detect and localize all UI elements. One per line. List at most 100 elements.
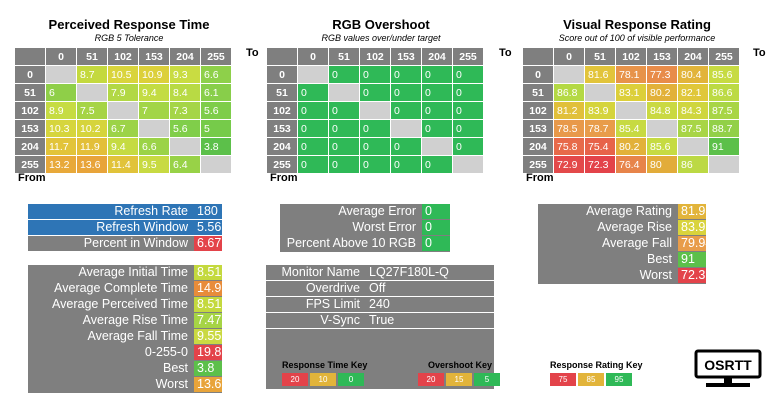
stat-row: Best 3.8 bbox=[28, 361, 222, 376]
row-header: 51 bbox=[522, 83, 554, 102]
stat-label: Average Perceived Time bbox=[28, 297, 194, 312]
stat-row: Average Perceived Time 8.51 bbox=[28, 297, 222, 312]
stat-row: Average Rise 83.92 bbox=[538, 220, 712, 235]
stat-value: 9.55 bbox=[194, 329, 222, 344]
stat-label: Average Complete Time bbox=[28, 281, 194, 296]
grid-cell: 0 bbox=[390, 137, 422, 156]
diagonal-cell bbox=[45, 65, 77, 84]
grid-cell: 0 bbox=[452, 119, 484, 138]
grid-cell: 0 bbox=[359, 83, 391, 102]
column-header: 255 bbox=[452, 47, 484, 66]
stat-row: Average Fall Time 9.55 bbox=[28, 329, 222, 344]
row-header: 0 bbox=[522, 65, 554, 84]
stat-label: Average Rise Time bbox=[28, 313, 194, 328]
grid-cell: 0 bbox=[328, 137, 360, 156]
grid-cell: 13.2 bbox=[45, 155, 77, 174]
grid-cell: 6.1 bbox=[200, 83, 232, 102]
stat-value: 8.51 bbox=[194, 265, 222, 280]
grid-cell: 0 bbox=[328, 119, 360, 138]
diagonal-cell bbox=[677, 137, 709, 156]
key-swatch: 20 bbox=[418, 373, 444, 386]
time-stats: Average Initial Time 8.51 Average Complete… bbox=[28, 265, 228, 393]
overshoot-title: RGB Overshoot bbox=[332, 17, 430, 32]
grid-cell: 8.4 bbox=[169, 83, 201, 102]
column-header: 204 bbox=[421, 47, 453, 66]
grid-cell: 6.7 bbox=[107, 119, 139, 138]
diagonal-cell bbox=[390, 119, 422, 138]
key-swatches: 20 10 0 bbox=[282, 373, 367, 386]
grid-cell: 5.6 bbox=[169, 119, 201, 138]
grid-cell: 81.2 bbox=[553, 101, 585, 120]
grid-cell: 80 bbox=[646, 155, 678, 174]
stat-value: 0 bbox=[422, 204, 450, 219]
row-header: 255 bbox=[266, 155, 298, 174]
logo-base bbox=[706, 383, 750, 387]
stat-label: Average Initial Time bbox=[28, 265, 194, 280]
stat-label: V-Sync bbox=[266, 313, 366, 328]
stat-row: V-Sync True bbox=[266, 313, 494, 328]
grid-cell: 3.8 bbox=[200, 137, 232, 156]
stat-label: Average Rise bbox=[538, 220, 678, 235]
grid-cell: 87.5 bbox=[677, 119, 709, 138]
grid-cell: 0 bbox=[297, 155, 329, 174]
column-header: 153 bbox=[138, 47, 170, 66]
stat-value: 0 bbox=[422, 220, 450, 235]
stat-value: LQ27F180L-Q bbox=[366, 265, 494, 280]
grid-cell: 78.5 bbox=[553, 119, 585, 138]
grid-corner bbox=[522, 47, 554, 66]
stat-value: 13.6 bbox=[194, 377, 222, 392]
grid-cell: 0 bbox=[297, 83, 329, 102]
grid-cell: 87.5 bbox=[708, 101, 740, 120]
grid-cell: 7.3 bbox=[169, 101, 201, 120]
stat-value: 14.92 bbox=[194, 281, 228, 296]
grid-cell: 72.3 bbox=[584, 155, 616, 174]
grid-cell: 0 bbox=[390, 155, 422, 174]
monitor-info: Monitor Name LQ27F180L-Q Overdrive Off FPS L… bbox=[266, 265, 494, 389]
row-header: 0 bbox=[14, 65, 46, 84]
grid-cell: 0 bbox=[390, 101, 422, 120]
grid-cell: 75.8 bbox=[553, 137, 585, 156]
grid-cell: 83.9 bbox=[584, 101, 616, 120]
diagonal-cell bbox=[169, 137, 201, 156]
key-swatch: 75 bbox=[550, 373, 576, 386]
row-header: 51 bbox=[14, 83, 46, 102]
grid-cell: 0 bbox=[359, 155, 391, 174]
grid-cell: 10.9 bbox=[138, 65, 170, 84]
stat-value: 6.67 bbox=[194, 236, 222, 251]
stat-value: 79.94 bbox=[678, 236, 712, 251]
rating-subtitle: Score out of 100 of visible performance bbox=[558, 33, 716, 43]
row-header: 204 bbox=[14, 137, 46, 156]
column-header: 51 bbox=[76, 47, 108, 66]
stat-value: 81.93 bbox=[678, 204, 712, 219]
grid-cell: 78.1 bbox=[615, 65, 647, 84]
key-swatch: 15 bbox=[446, 373, 472, 386]
stat-row: FPS Limit 240 bbox=[266, 297, 494, 312]
diagonal-cell bbox=[76, 83, 108, 102]
grid-cell: 0 bbox=[328, 155, 360, 174]
diagonal-cell bbox=[553, 65, 585, 84]
grid-cell: 0 bbox=[421, 65, 453, 84]
grid-cell: 9.4 bbox=[138, 83, 170, 102]
row-header: 153 bbox=[266, 119, 298, 138]
stat-row: Refresh Rate 180 bbox=[28, 204, 222, 219]
error-stats: Average Error 0 Worst Error 0 Percent Above … bbox=[280, 204, 450, 252]
stat-label: Monitor Name bbox=[266, 265, 366, 280]
column-header: 51 bbox=[328, 47, 360, 66]
stat-label: FPS Limit bbox=[266, 297, 366, 312]
logo-stand bbox=[724, 377, 732, 383]
row-header: 255 bbox=[14, 155, 46, 174]
grid-cell: 7 bbox=[138, 101, 170, 120]
row-header: 102 bbox=[14, 101, 46, 120]
stat-row: Average Fall 79.94 bbox=[538, 236, 712, 251]
stat-row: Worst 72.3 bbox=[538, 268, 706, 283]
grid-cell: 8.9 bbox=[45, 101, 77, 120]
grid-cell: 6 bbox=[45, 83, 77, 102]
row-header: 153 bbox=[522, 119, 554, 138]
grid-cell: 7.5 bbox=[76, 101, 108, 120]
stat-row: Average Rise Time 7.47 bbox=[28, 313, 222, 328]
key-swatch: 95 bbox=[606, 373, 632, 386]
column-header: 204 bbox=[169, 47, 201, 66]
grid-cell: 85.6 bbox=[646, 137, 678, 156]
response-rating-key: Response Rating Key 75 85 95 bbox=[550, 360, 643, 386]
row-header: 204 bbox=[266, 137, 298, 156]
